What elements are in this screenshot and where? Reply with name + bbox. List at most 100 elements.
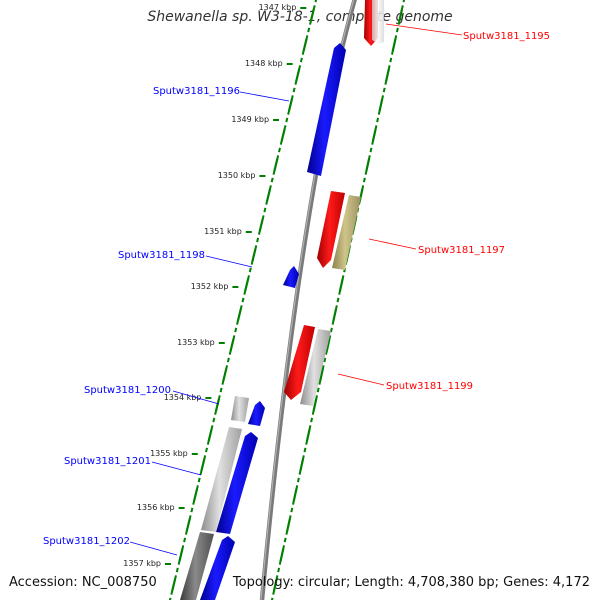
ruler-ring-right-tick xyxy=(394,35,398,40)
kbp-tick-label: 1352 kbp xyxy=(191,282,229,291)
ruler-ring-left-tick xyxy=(195,485,199,490)
ruler-ring-left-tick xyxy=(266,188,272,202)
ruler-ring-left-tick xyxy=(263,207,267,213)
gene-feature-1200[interactable] xyxy=(248,401,265,426)
ruler-ring-right-tick xyxy=(332,308,338,322)
ruler-ring-left-tick xyxy=(276,155,280,160)
ruler-ring-left-tick xyxy=(278,147,281,153)
ruler-ring-left-tick xyxy=(226,357,230,363)
ruler-ring-left-tick xyxy=(257,230,261,235)
gene-label-1195[interactable]: Sputw3181_1195 xyxy=(463,31,550,42)
ruler-ring-right-tick xyxy=(371,128,377,142)
ruler-ring-right-tick xyxy=(364,170,368,175)
kbp-tick-label: 1357 kbp xyxy=(123,559,161,568)
gene-label-1200[interactable]: Sputw3181_1200 xyxy=(84,385,171,396)
ruler-ring-left-tick xyxy=(287,110,291,115)
gene-label-1196[interactable]: Sputw3181_1196 xyxy=(153,86,240,97)
gene-feature-1199[interactable] xyxy=(284,325,315,400)
ruler-ring-left-tick xyxy=(287,98,293,112)
ruler-ring-right-tick xyxy=(329,327,333,333)
gene-feature-1202[interactable] xyxy=(200,536,235,600)
gene-feature-1201b xyxy=(201,427,242,532)
ruler-ring-right-tick xyxy=(272,578,278,592)
kbp-tick-label: 1354 kbp xyxy=(164,393,202,402)
ruler-ring-left-tick xyxy=(183,537,187,543)
ruler-ring-left-tick xyxy=(250,260,254,265)
ruler-ring-left-tick xyxy=(188,515,192,520)
ruler-ring-right-tick xyxy=(338,290,342,295)
ruler-ring-right-tick xyxy=(292,488,298,502)
ruler-ring-left-tick xyxy=(285,117,289,123)
ruler-ring-right-tick xyxy=(288,515,292,520)
ruler-ring-left-tick xyxy=(236,320,240,325)
gene-feature-1200b xyxy=(231,396,249,422)
ruler-ring-right-tick xyxy=(308,425,312,430)
ruler-ring-left-tick xyxy=(214,398,220,412)
ruler-ring-right-tick xyxy=(325,350,328,355)
ruler-ring-left-tick xyxy=(270,177,274,183)
ruler-ring-right-tick xyxy=(312,398,318,412)
ruler-ring-right-tick xyxy=(305,440,309,445)
ruler-ring-left-tick xyxy=(236,308,242,322)
ruler-ring-left-tick xyxy=(229,338,235,352)
ruler-ring-left-tick xyxy=(254,245,258,250)
ruler-ring-left-tick xyxy=(214,410,218,415)
callout-1202 xyxy=(129,541,178,556)
ruler-ring-right-tick xyxy=(387,65,391,70)
ruler-ring-right-tick xyxy=(299,458,305,472)
ruler-ring-left-tick xyxy=(177,560,181,565)
ruler-ring-left-tick xyxy=(301,50,305,55)
ruler-ring-left-tick xyxy=(168,597,172,600)
ruler-ring-left-tick xyxy=(175,567,179,573)
ruler-ring-left-tick xyxy=(268,185,272,190)
ruler-ring-left-tick xyxy=(199,470,203,475)
gene-label-1198[interactable]: Sputw3181_1198 xyxy=(118,250,205,261)
ruler-ring-left-tick xyxy=(212,417,216,423)
ruler-ring-right-tick xyxy=(296,477,300,483)
ruler-ring-right-tick xyxy=(305,428,311,442)
ruler-ring-right-tick xyxy=(295,485,299,490)
ruler-ring-left-tick xyxy=(193,488,199,502)
ruler-ring-right-tick xyxy=(378,98,384,112)
ruler-ring-left-tick xyxy=(170,590,174,595)
ruler-ring-left-tick xyxy=(206,440,210,445)
ruler-ring-left-tick xyxy=(197,477,201,483)
ruler-ring-left-tick xyxy=(239,305,243,310)
callout-1195 xyxy=(385,23,463,36)
genome-backbone xyxy=(259,0,357,600)
ruler-ring-right-tick xyxy=(270,597,274,600)
ruler-ring-left-tick xyxy=(265,200,269,205)
ruler-ring-left-tick xyxy=(219,387,223,393)
gene-feature-1199b xyxy=(300,329,331,406)
gene-label-1201[interactable]: Sputw3181_1201 xyxy=(64,456,151,467)
accession-text: Accession: NC_008750 xyxy=(9,575,157,590)
ruler-ring-right-tick xyxy=(376,117,380,123)
gene-feature-1197[interactable] xyxy=(317,191,345,268)
ruler-ring-right-tick xyxy=(315,395,318,400)
ruler-ring-left-tick xyxy=(283,125,287,130)
ruler-ring-left-tick xyxy=(205,447,208,453)
gene-label-1197[interactable]: Sputw3181_1197 xyxy=(418,245,505,256)
ruler-ring-right-tick xyxy=(325,338,331,352)
callout-1201 xyxy=(151,461,202,476)
gene-feature-1196[interactable] xyxy=(307,43,346,176)
ruler-ring-right-tick xyxy=(319,368,324,382)
ruler-ring-left-tick xyxy=(305,35,309,40)
kbp-tick-label: 1350 kbp xyxy=(218,171,256,180)
ruler-ring-left-tick xyxy=(309,8,315,22)
ruler-ring-right-tick xyxy=(391,50,394,55)
gene-feature-1201[interactable] xyxy=(216,432,258,534)
ruler-ring-right-tick xyxy=(277,567,281,573)
gene-label-1202[interactable]: Sputw3181_1202 xyxy=(43,536,130,547)
ruler-ring-left-tick xyxy=(184,530,188,535)
ruler-ring-left-tick xyxy=(246,275,250,280)
ruler-ring-right-tick xyxy=(310,417,314,423)
ruler-ring-right-tick xyxy=(285,530,289,535)
ruler-ring-right-tick xyxy=(323,357,327,363)
ruler-ring-right-tick xyxy=(367,155,371,160)
ruler-ring-left-tick xyxy=(279,140,283,145)
gene-label-1199[interactable]: Sputw3181_1199 xyxy=(386,381,473,392)
gene-feature-1198[interactable] xyxy=(283,266,299,288)
ruler-ring-right-tick xyxy=(391,38,397,52)
